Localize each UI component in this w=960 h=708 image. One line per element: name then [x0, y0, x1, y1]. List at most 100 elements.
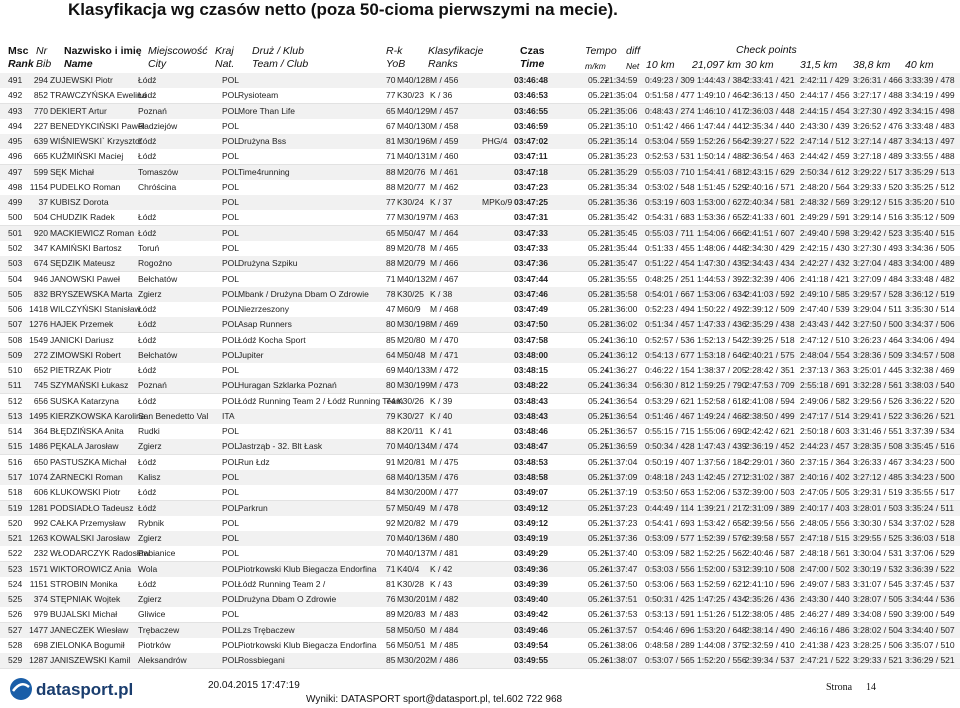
- cat-rank: M / 475: [430, 456, 459, 467]
- name: BŁĘDZIŃSKA Anita: [50, 426, 124, 437]
- split-40: 3:34:23 / 500: [905, 456, 955, 467]
- column-header: R-k: [386, 45, 403, 57]
- split-header: 10 km: [646, 59, 675, 71]
- yob: 76: [386, 594, 396, 605]
- split-40: 3:34:37 / 506: [905, 319, 955, 330]
- split-38: 3:28:35 / 508: [853, 441, 903, 452]
- time: 03:48:58: [514, 472, 549, 483]
- split-21: 1:52:25 / 562: [697, 548, 747, 559]
- diff: +1:35:55: [604, 273, 638, 284]
- rank: 491: [8, 75, 23, 85]
- rank: 494: [8, 120, 23, 131]
- split-31: 2:47:17 / 514: [800, 410, 850, 421]
- table-row: 505 832 BRYSZEWSKA Marta Zgierz POL Mbank / D…: [0, 286, 960, 303]
- time: 03:46:59: [514, 120, 549, 131]
- team: Lzs Trębaczew: [238, 624, 295, 635]
- table-row: 524 1151 STROBIN Monika Łódź POL Łódź Running…: [0, 576, 960, 593]
- cat-rank: M / 456: [430, 75, 459, 85]
- split-31: 2:47:05 / 505: [800, 487, 850, 498]
- yob: 88: [386, 181, 396, 192]
- column-subheader: Ranks: [428, 58, 458, 70]
- bib: 364: [33, 426, 48, 437]
- split-21: 1:55:06 / 690: [697, 426, 747, 437]
- nat: POL: [222, 487, 240, 498]
- name: BRYSZEWSKA Marta: [50, 288, 133, 299]
- bib: 770: [33, 105, 48, 116]
- split-31: 2:44:42 / 459: [800, 151, 850, 162]
- split-38: 3:29:41 / 522: [853, 410, 903, 421]
- rank: 522: [8, 548, 23, 559]
- rank: 515: [8, 441, 23, 452]
- tempo: 05.25: [588, 548, 610, 559]
- name: WILCZYŃSKI Stanisław: [50, 304, 141, 315]
- yob: 89: [386, 242, 396, 253]
- split-10: 0:53:03 / 556: [645, 563, 695, 574]
- diff: +1:37:23: [604, 502, 638, 513]
- yob: 85: [386, 334, 396, 345]
- split-10: 0:53:09 / 582: [645, 548, 695, 559]
- city: Łódź: [138, 319, 157, 330]
- name: TRAWCZYŃSKA Ewelina: [50, 90, 147, 101]
- city: Tomaszów: [138, 166, 179, 177]
- split-30: 2:39:25 / 518: [745, 334, 795, 345]
- category: M40/137: [397, 548, 431, 559]
- city: Radziejów: [138, 120, 178, 131]
- cat-rank: M / 486: [430, 655, 459, 666]
- bib: 639: [33, 136, 48, 147]
- city: Toruń: [138, 242, 160, 253]
- split-40: 3:35:55 / 517: [905, 487, 955, 498]
- tempo: 05.23: [588, 304, 610, 315]
- cat-rank: M / 471: [430, 349, 459, 360]
- split-10: 0:50:19 / 407: [645, 456, 695, 467]
- name: PODSIADŁO Tadeusz: [50, 502, 134, 513]
- name: KAMIŃSKI Bartosz: [50, 242, 122, 253]
- split-30: 2:34:43 / 434: [745, 258, 795, 269]
- nat: POL: [222, 502, 240, 513]
- split-10: 0:53:02 / 548: [645, 181, 695, 192]
- split-10: 0:55:15 / 715: [645, 426, 695, 437]
- split-40: 3:36:12 / 519: [905, 288, 955, 299]
- split-38: 3:30:19 / 532: [853, 563, 903, 574]
- diff: +1:35:45: [604, 227, 638, 238]
- yob: 58: [386, 624, 396, 635]
- split-30: 2:39:27 / 522: [745, 136, 795, 147]
- cat-rank: M / 482: [430, 594, 459, 605]
- split-30: 2:32:39 / 406: [745, 273, 795, 284]
- category: M30/201: [397, 594, 431, 605]
- yob: 88: [386, 258, 396, 269]
- category: M30/199: [397, 380, 431, 391]
- rank: 507: [8, 319, 23, 330]
- category: M50/51: [397, 639, 426, 650]
- split-21: 1:37:56 / 184: [697, 456, 747, 467]
- city: Poznań: [138, 380, 167, 391]
- tempo: 05.26: [588, 609, 610, 620]
- rank: 519: [8, 502, 23, 513]
- split-40: 3:34:06 / 494: [905, 334, 955, 345]
- name: CHUDZIK Radek: [50, 212, 115, 223]
- tempo: 05.22: [588, 120, 610, 131]
- logo-icon: [10, 678, 32, 700]
- diff: +1:35:23: [604, 151, 638, 162]
- split-10: 0:53:06 / 563: [645, 578, 695, 589]
- split-30: 2:35:34 / 440: [745, 120, 795, 131]
- rank: 524: [8, 578, 23, 589]
- category: M30/202: [397, 655, 431, 666]
- diff: +1:35:10: [604, 120, 638, 131]
- cat-rank: M / 477: [430, 487, 459, 498]
- category: K40/4: [397, 563, 420, 574]
- diff: +1:35:06: [604, 105, 638, 116]
- team: Łódź Kocha Sport: [238, 334, 306, 345]
- city: Łódź: [138, 227, 157, 238]
- team: Łódź Running Team 2 /: [238, 578, 326, 589]
- bib: 347: [33, 242, 48, 253]
- diff: +1:36:54: [604, 395, 638, 406]
- extra-rank: PHG/4: [482, 136, 508, 147]
- split-40: 3:37:45 / 537: [905, 578, 955, 589]
- split-30: 2:40:21 / 575: [745, 349, 795, 360]
- yob: 69: [386, 365, 396, 376]
- tempo: 05.23: [588, 258, 610, 269]
- city: Trębaczew: [138, 624, 180, 635]
- category: M40/129: [397, 105, 431, 116]
- bib: 1571: [29, 563, 48, 574]
- yob: 70: [386, 533, 396, 544]
